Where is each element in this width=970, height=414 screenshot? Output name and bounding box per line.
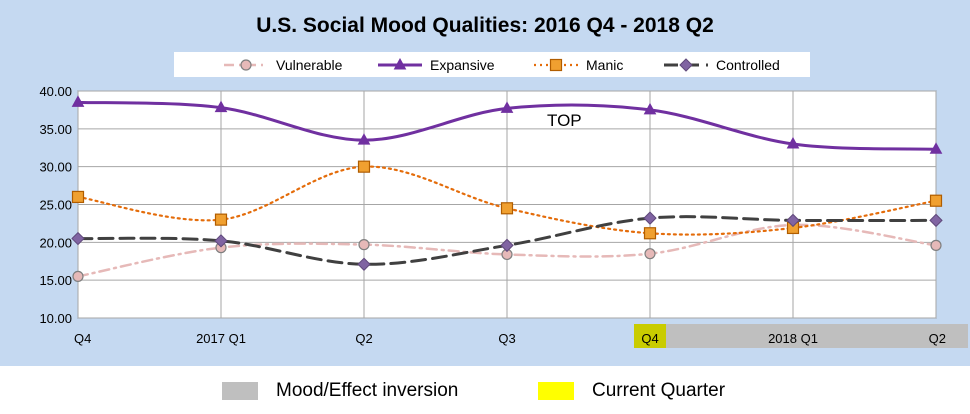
x-tick-label: Q4 [641, 331, 658, 346]
x-tick-label: 2017 Q1 [196, 331, 246, 346]
data-point-controlled [357, 257, 371, 271]
legend: Vulnerable Expansive Manic Controlled [174, 52, 810, 77]
y-tick-label: 20.00 [39, 235, 72, 250]
line-chart: 10.00 15.00 20.00 25.00 30.00 35.00 40.00 Q4 201… [39, 84, 968, 348]
y-tick-label: 40.00 [39, 84, 72, 99]
legend-item-controlled: Controlled [662, 52, 780, 77]
data-point-expansive [71, 95, 85, 107]
x-tick-label: 2018 Q1 [768, 331, 818, 346]
data-point-vulnerable [72, 270, 84, 282]
x-tick-label: Q3 [498, 331, 515, 346]
y-tick-label: 15.00 [39, 273, 72, 288]
data-point-controlled [786, 213, 800, 228]
legend-key-controlled [664, 57, 708, 72]
data-point-expansive [786, 136, 800, 149]
data-point-controlled [71, 231, 85, 246]
data-point-expansive [500, 101, 514, 113]
legend-key-expansive [378, 57, 422, 69]
data-point-controlled [929, 213, 943, 228]
current-quarter-legend-item: Current Quarter [538, 380, 725, 402]
data-point-expansive [643, 102, 657, 115]
data-point-controlled [643, 211, 657, 225]
x-tick-label: Q2 [929, 331, 946, 346]
x-tick-label: Q4 [74, 331, 91, 346]
chart-panel: 10.00 15.00 20.00 25.00 30.00 35.00 40.00 Q4 201… [0, 0, 970, 366]
legend-marker-expansive [393, 57, 407, 69]
inversion-band [634, 324, 968, 348]
legend-label-controlled: Controlled [716, 56, 780, 73]
y-tick-label: 30.00 [39, 160, 72, 175]
data-point-manic [357, 160, 371, 173]
legend-marker-vulnerable [240, 58, 252, 71]
series-expansive [71, 95, 943, 154]
data-point-manic [643, 227, 657, 240]
data-point-expansive [929, 142, 943, 154]
legend-item-expansive: Expansive [376, 52, 495, 77]
data-point-controlled [500, 238, 514, 253]
data-point-manic [929, 194, 943, 207]
data-point-manic [500, 202, 514, 215]
chart-title: U.S. Social Mood Qualities: 2016 Q4 - 20… [256, 14, 714, 37]
data-point-vulnerable [644, 248, 656, 260]
bottom-legend: Mood/Effect inversion Current Quarter [0, 366, 970, 414]
legend-marker-manic [549, 58, 563, 71]
data-point-expansive [214, 100, 228, 113]
y-tick-label: 35.00 [39, 122, 72, 137]
inversion-swatch [222, 382, 258, 400]
current-quarter-highlight [634, 324, 666, 348]
data-point-controlled [214, 234, 228, 248]
current-quarter-swatch [538, 382, 574, 400]
data-point-vulnerable [930, 239, 942, 251]
data-point-expansive [357, 133, 371, 145]
y-tick-label: 25.00 [39, 198, 72, 213]
legend-key-manic [534, 58, 578, 71]
legend-item-manic: Manic [532, 52, 623, 77]
data-point-manic [71, 190, 85, 204]
data-point-manic [214, 213, 228, 226]
annotation-top: TOP [547, 111, 582, 130]
series-controlled [71, 211, 943, 271]
legend-label-manic: Manic [586, 56, 624, 73]
y-tick-label: 10.00 [39, 311, 72, 326]
inversion-legend-label: Mood/Effect inversion [276, 380, 459, 401]
current-quarter-legend-label: Current Quarter [592, 380, 726, 401]
x-tick-label: Q2 [355, 331, 372, 346]
legend-marker-controlled [679, 57, 693, 72]
legend-key-vulnerable [224, 58, 268, 71]
legend-item-vulnerable: Vulnerable [222, 52, 342, 77]
legend-label-expansive: Expansive [430, 56, 495, 73]
legend-label-vulnerable: Vulnerable [276, 56, 343, 73]
inversion-legend-item: Mood/Effect inversion [222, 380, 458, 402]
data-point-vulnerable [358, 239, 370, 251]
